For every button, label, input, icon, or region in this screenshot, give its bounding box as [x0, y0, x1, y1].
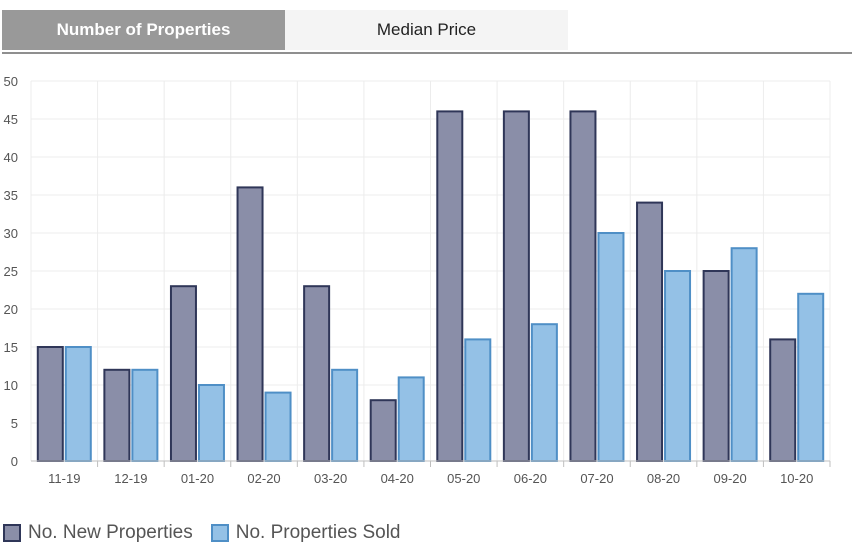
x-tick-label: 09-20	[714, 471, 747, 486]
bar-new-properties	[169, 285, 197, 462]
bar-properties-sold	[264, 391, 292, 463]
bar-properties-sold	[331, 368, 359, 462]
y-tick-label: 20	[4, 302, 18, 317]
legend-item-new-properties[interactable]: No. New Properties	[3, 522, 193, 544]
bar-new-properties	[569, 110, 597, 463]
bar-new-properties	[636, 201, 664, 462]
bar-new-properties	[36, 346, 64, 462]
x-tick-label: 04-20	[381, 471, 414, 486]
x-tick-label: 10-20	[780, 471, 813, 486]
legend-swatch-properties-sold	[210, 524, 229, 542]
y-tick-label: 5	[11, 416, 18, 431]
x-tick-label: 12-19	[114, 471, 147, 486]
bar-chart: 0 5 10 15 20 25 30 35 40 45 50 11-19 12-19 01-20 02-20…	[4, 74, 831, 486]
bar-properties-sold	[530, 323, 558, 463]
x-tick-label: 05-20	[447, 471, 480, 486]
x-tick-label: 03-20	[314, 471, 347, 486]
bar-properties-sold	[664, 270, 692, 462]
tab-bar: Number of Properties Median Price	[2, 10, 852, 54]
x-tick-label: 01-20	[181, 471, 214, 486]
y-tick-label: 0	[11, 454, 18, 469]
y-tick-label: 35	[4, 188, 18, 203]
bar-new-properties	[769, 338, 797, 462]
bar-properties-sold	[730, 247, 758, 462]
x-tick-label: 11-19	[48, 471, 80, 486]
x-tick-label: 08-20	[647, 471, 680, 486]
tab-median-price[interactable]: Median Price	[285, 10, 568, 50]
legend-item-properties-sold[interactable]: No. Properties Sold	[210, 522, 401, 544]
y-tick-label: 10	[4, 378, 18, 393]
bar-properties-sold	[131, 368, 159, 462]
bar-properties-sold	[397, 376, 425, 462]
tab-number-of-properties[interactable]: Number of Properties	[2, 10, 285, 50]
bar-properties-sold	[464, 338, 492, 462]
x-tick-label: 06-20	[514, 471, 547, 486]
y-tick-label: 30	[4, 226, 18, 241]
y-tick-label: 15	[4, 340, 18, 355]
bar-new-properties	[436, 110, 464, 463]
bar-properties-sold	[197, 384, 225, 462]
bar-new-properties	[103, 368, 131, 462]
y-tick-label: 40	[4, 150, 18, 165]
bar-properties-sold	[64, 346, 92, 462]
bar-new-properties	[502, 110, 530, 463]
x-tick-label: 07-20	[580, 471, 613, 486]
chart-legend: No. New Properties No. Properties Sold	[3, 520, 418, 546]
legend-label-properties-sold: No. Properties Sold	[235, 522, 401, 543]
bar-new-properties	[303, 285, 331, 462]
bar-new-properties	[702, 270, 730, 462]
bar-new-properties	[236, 186, 264, 463]
bar-properties-sold	[797, 292, 825, 462]
x-tick-label: 02-20	[247, 471, 280, 486]
legend-swatch-new-properties	[3, 524, 21, 542]
y-tick-label: 50	[4, 74, 18, 89]
y-tick-label: 25	[4, 264, 18, 279]
y-tick-label: 45	[4, 112, 18, 127]
legend-label-new-properties: No. New Properties	[28, 522, 193, 543]
bar-properties-sold	[597, 232, 625, 462]
bar-new-properties	[369, 399, 397, 463]
